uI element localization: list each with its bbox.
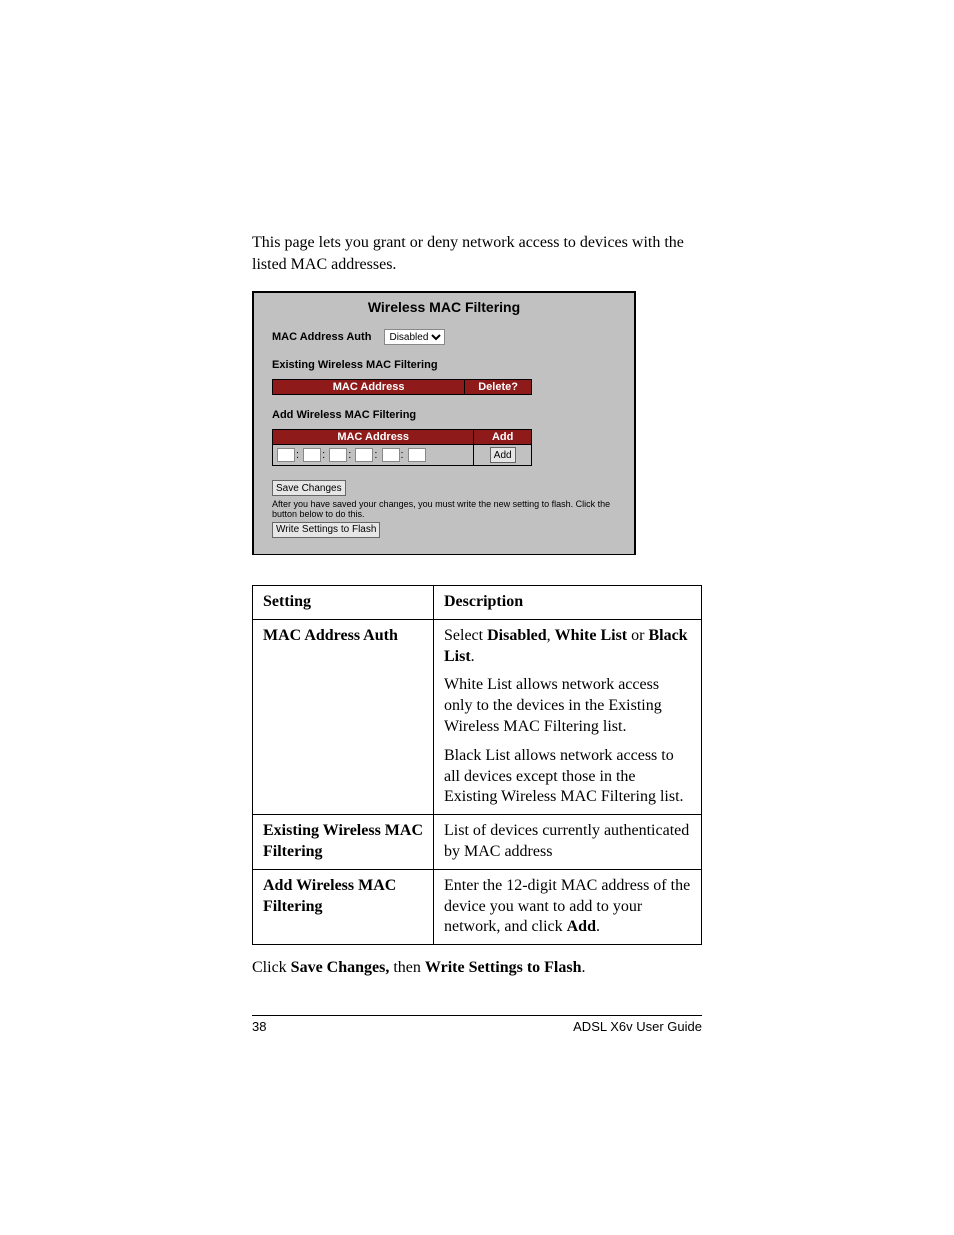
auth-row: MAC Address Auth Disabled	[272, 329, 616, 345]
setting-name: Existing Wireless MAC Filtering	[253, 815, 434, 870]
write-flash-button[interactable]: Write Settings to Flash	[272, 522, 380, 538]
existing-col-delete: Delete?	[465, 380, 532, 395]
mac-octet-1[interactable]	[277, 448, 295, 462]
setting-description: Select Disabled, White List or Black Lis…	[434, 619, 702, 814]
mac-octet-4[interactable]	[355, 448, 373, 462]
existing-heading: Existing Wireless MAC Filtering	[272, 359, 438, 371]
setting-description: Enter the 12-digit MAC address of the de…	[434, 869, 702, 944]
page-number: 38	[252, 1019, 266, 1034]
setting-name: Add Wireless MAC Filtering	[253, 869, 434, 944]
add-table: MAC Address Add : : : : : Add	[272, 429, 532, 466]
save-changes-button[interactable]: Save Changes	[272, 480, 346, 496]
table-row: Existing Wireless MAC FilteringList of d…	[253, 815, 702, 870]
mac-octet-2[interactable]	[303, 448, 321, 462]
auth-label: MAC Address Auth	[272, 331, 371, 343]
mac-input-cell: : : : : :	[273, 445, 474, 466]
page-footer: 38 ADSL X6v User Guide	[252, 1015, 702, 1034]
doc-title: ADSL X6v User Guide	[573, 1019, 702, 1034]
panel-title: Wireless MAC Filtering	[254, 299, 634, 315]
add-heading: Add Wireless MAC Filtering	[272, 409, 416, 421]
desc-head-setting: Setting	[253, 585, 434, 619]
add-button[interactable]: Add	[490, 447, 516, 463]
flash-note: After you have saved your changes, you m…	[272, 500, 616, 520]
table-row: MAC Address AuthSelect Disabled, White L…	[253, 619, 702, 814]
desc-body: MAC Address AuthSelect Disabled, White L…	[253, 619, 702, 944]
setting-description: List of devices currently authenticated …	[434, 815, 702, 870]
existing-table: MAC Address Delete?	[272, 379, 532, 395]
add-col-add: Add	[474, 430, 532, 445]
add-col-mac: MAC Address	[273, 430, 474, 445]
mac-octet-5[interactable]	[382, 448, 400, 462]
settings-description-table: Setting Description MAC Address AuthSele…	[252, 585, 702, 945]
mac-filtering-panel: Wireless MAC Filtering MAC Address Auth …	[252, 291, 636, 555]
intro-text: This page lets you grant or deny network…	[252, 232, 702, 275]
closing-text: Click Save Changes, then Write Settings …	[252, 959, 702, 977]
auth-select[interactable]: Disabled	[384, 329, 445, 345]
desc-head-description: Description	[434, 585, 702, 619]
mac-octet-3[interactable]	[329, 448, 347, 462]
mac-octet-6[interactable]	[408, 448, 426, 462]
setting-name: MAC Address Auth	[253, 619, 434, 814]
existing-col-mac: MAC Address	[273, 380, 465, 395]
table-row: Add Wireless MAC FilteringEnter the 12-d…	[253, 869, 702, 944]
